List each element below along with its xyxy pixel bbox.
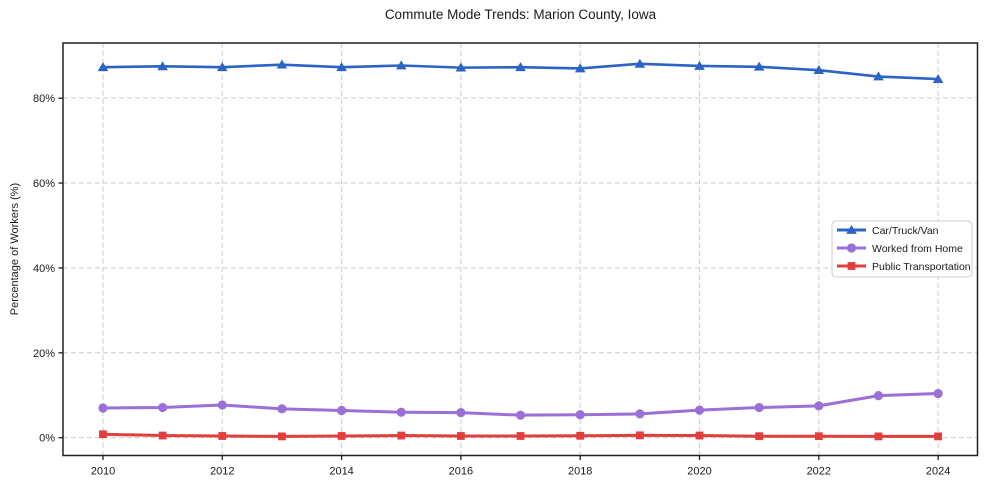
circle-marker [933,388,943,399]
square-marker [635,431,644,440]
triangle-marker [157,61,168,71]
triangle-marker [455,62,467,72]
x-tick-label: 2024 [926,466,950,478]
triangle-marker [216,62,228,72]
circle-marker [694,405,705,415]
circle-marker [158,402,168,413]
square-marker [516,432,525,440]
triangle-marker [276,59,288,69]
square-marker [99,430,107,439]
circle-marker [575,410,585,420]
y-tick-label: 20% [33,348,55,360]
circle-marker [754,402,764,413]
x-tick-label: 2018 [568,466,592,478]
plot-border [62,42,979,457]
triangle-marker [753,61,765,71]
circle-marker [217,400,227,410]
circle-marker [873,391,884,401]
triangle-marker [336,62,347,72]
circle-marker [98,403,108,413]
triangle-marker [813,65,825,75]
legend-label: Car/Truck/Van [872,225,939,237]
circle-marker [515,410,526,420]
square-marker [337,432,346,440]
x-tick-label: 2010 [91,466,115,478]
square-marker [576,431,585,440]
circle-marker [846,243,857,253]
x-tick-label: 2020 [687,466,711,478]
square-marker [847,262,856,270]
triangle-marker [634,58,646,68]
y-tick-label: 80% [33,93,55,105]
legend-label: Worked from Home [872,243,963,255]
x-tick-label: 2014 [329,466,353,478]
circle-marker [635,409,645,419]
x-tick-label: 2012 [210,466,234,478]
triangle-marker [515,62,526,72]
square-marker [874,432,883,441]
x-tick-label: 2022 [807,466,831,478]
square-marker [456,432,465,440]
triangle-marker [873,71,884,81]
legend-box [831,220,973,278]
circle-marker [277,404,287,414]
square-marker [278,432,286,441]
x-tick-label: 2016 [449,466,473,478]
square-marker [814,432,823,441]
chart-title: Commute Mode Trends: Marion County, Iowa [384,7,657,22]
circle-marker [456,408,466,418]
circle-marker [336,405,347,416]
square-marker [695,431,704,440]
square-marker [158,431,167,440]
circle-marker [814,401,824,411]
triangle-marker [932,73,944,83]
square-marker [397,431,406,440]
y-tick-label: 0% [39,433,55,445]
square-marker [218,432,227,440]
triangle-marker [97,62,109,72]
triangle-marker [574,63,586,73]
square-marker [934,432,943,441]
circle-marker [396,407,406,417]
y-tick-label: 60% [33,178,55,190]
legend-label: Public Transportation [872,261,971,273]
triangle-marker [694,60,705,70]
triangle-marker [846,224,857,234]
square-marker [755,432,764,441]
triangle-marker [395,60,407,70]
y-tick-label: 40% [33,263,55,275]
